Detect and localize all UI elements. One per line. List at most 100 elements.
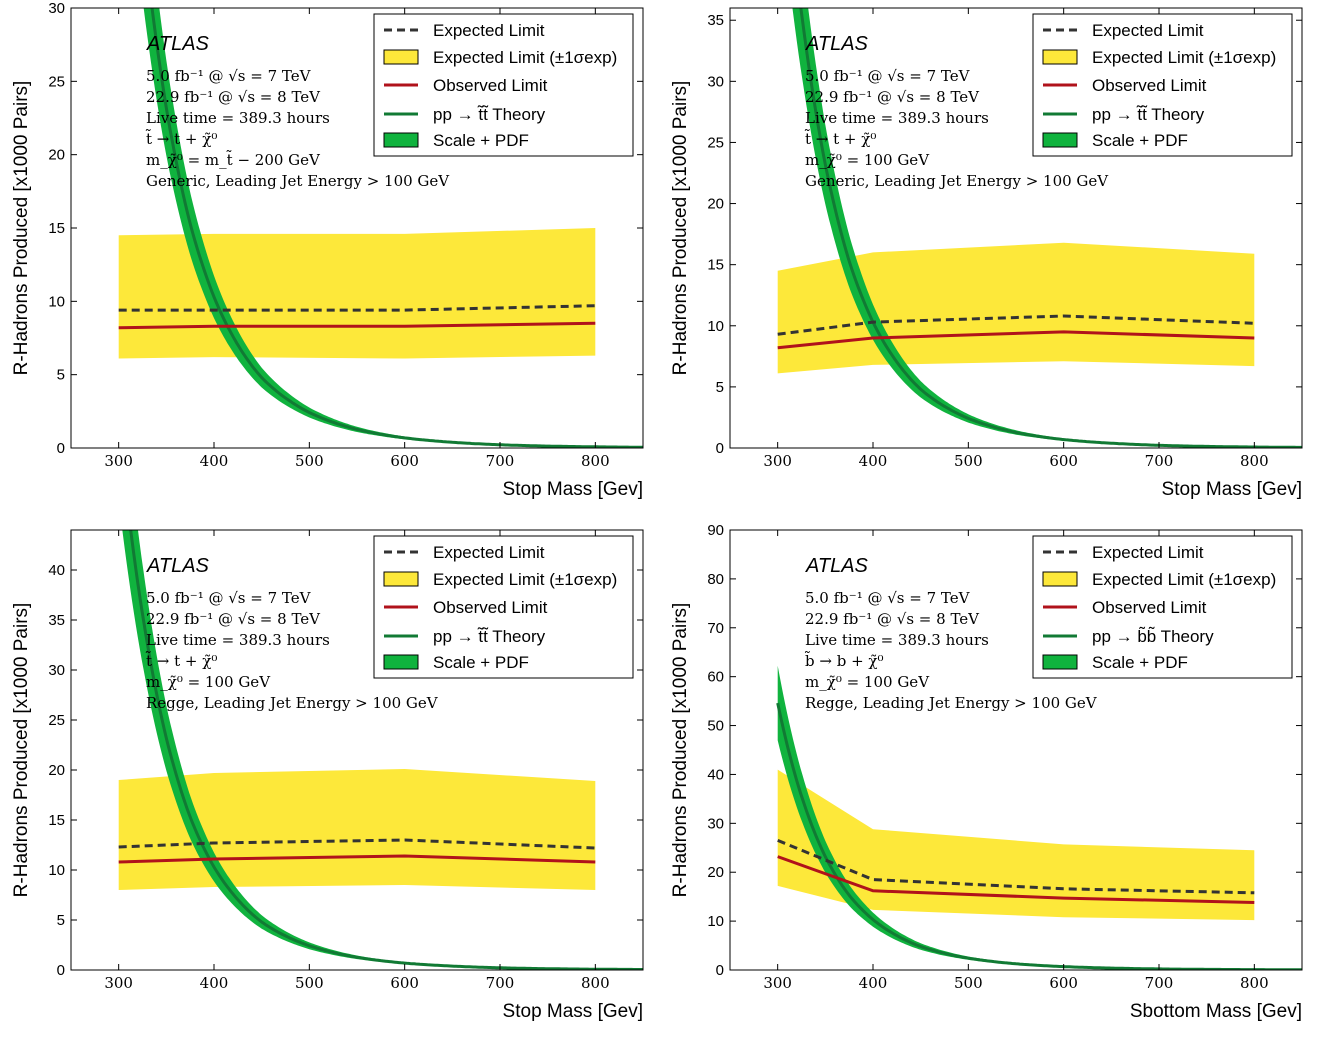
x-tick-label: 800: [581, 974, 610, 992]
legend-theory-band-swatch: [383, 132, 419, 148]
chart-panel-bottom-left: 300 400 500 600 700 800 0 5 10 15 20 25 30 35 40 Stop M…: [0, 522, 665, 1037]
info-line: Generic, Leading Jet Energy > 100 GeV: [146, 172, 450, 190]
x-tick-label: 800: [1240, 974, 1269, 992]
plot-area: [118, 530, 643, 970]
y-tick-label: 15: [48, 812, 65, 829]
legend-entry-label: pp → t̃t̃ Theory: [1092, 105, 1205, 124]
y-tick-label: 0: [57, 440, 65, 457]
x-tick-label: 700: [1145, 452, 1174, 470]
legend-entry-label: Expected Limit: [1092, 21, 1204, 40]
legend-entry-label: Observed Limit: [433, 76, 548, 95]
legend-entry-label: Observed Limit: [433, 598, 548, 617]
plot-frame: [729, 7, 1303, 449]
expected-line: [777, 839, 1255, 895]
y-tick-label: 30: [48, 662, 65, 679]
info-line: Live time = 389.3 hours: [146, 109, 330, 127]
x-tick-label: 700: [486, 452, 515, 470]
legend-entry-label: Scale + PDF: [433, 653, 529, 672]
x-axis-label: Sbottom Mass [Gev]: [1130, 1001, 1302, 1022]
x-tick-label: 400: [859, 974, 888, 992]
info-line: Regge, Leading Jet Energy > 100 GeV: [805, 694, 1098, 712]
chart-svg: 300 400 500 600 700 800 0 5 10 15 20 25 30 35 Stop Mas…: [670, 7, 1303, 500]
y-tick-label: 25: [707, 134, 724, 151]
info-line: t̃ → t + χ̃⁰: [145, 129, 217, 148]
y-tick-label: 20: [707, 196, 724, 213]
atlas-label: ATLAS: [146, 555, 210, 577]
y-tick-label: 35: [707, 12, 724, 29]
legend-entry-label: Expected Limit (±1σexp): [1092, 570, 1276, 589]
info-line: 22.9 fb⁻¹ @ √s = 8 TeV: [805, 88, 980, 106]
theory-line: [799, 8, 1302, 448]
y-tick-label: 5: [57, 912, 65, 929]
y-tick-label: 0: [716, 440, 724, 457]
chart-svg: 300 400 500 600 700 800 0 5 10 15 20 25 30 35 40 Stop M…: [11, 529, 644, 1022]
chart-svg: 300 400 500 600 700 800 0 5 10 15 20 25 30 Stop Mass …: [11, 0, 644, 500]
x-axis-label: Stop Mass [Gev]: [503, 479, 643, 500]
legend-entry-label: pp → t̃t̃ Theory: [433, 627, 546, 646]
legend-entry-label: pp → b̃b̃ Theory: [1092, 626, 1214, 646]
atlas-label: ATLAS: [805, 33, 869, 55]
plot-frame: [729, 529, 1303, 971]
x-axis-label: Stop Mass [Gev]: [503, 1001, 643, 1022]
legend-band-swatch: [383, 571, 419, 587]
info-line: 22.9 fb⁻¹ @ √s = 8 TeV: [805, 610, 980, 628]
y-tick-label: 40: [707, 766, 724, 783]
observed-line: [118, 321, 596, 330]
x-tick-label: 600: [390, 452, 419, 470]
theory-line: [776, 702, 1302, 970]
legend-entry-label: Expected Limit: [433, 21, 545, 40]
x-tick-label: 300: [763, 452, 792, 470]
x-tick-label: 500: [295, 974, 324, 992]
legend-entry-label: Expected Limit (±1σexp): [1092, 48, 1276, 67]
expected-line: [777, 314, 1255, 336]
x-tick-label: 300: [104, 452, 133, 470]
y-tick-label: 15: [707, 257, 724, 274]
legend-theory-band-swatch: [1042, 132, 1078, 148]
x-tick-label: 600: [1049, 452, 1078, 470]
info-line: m_χ̃⁰ = 100 GeV: [146, 673, 271, 691]
expected-line: [118, 838, 596, 850]
info-line: m_χ̃⁰ = 100 GeV: [805, 151, 930, 169]
info-line: Generic, Leading Jet Energy > 100 GeV: [805, 172, 1109, 190]
y-tick-label: 40: [48, 562, 65, 579]
legend-entry-label: Expected Limit: [433, 543, 545, 562]
x-tick-label: 700: [486, 974, 515, 992]
info-line: t̃ → t + χ̃⁰: [145, 651, 217, 670]
legend-entry-label: Scale + PDF: [433, 131, 529, 150]
legend-theory-band-swatch: [383, 654, 419, 670]
y-tick-label: 25: [48, 712, 65, 729]
y-tick-label: 35: [48, 612, 65, 629]
plot-area: [118, 8, 643, 448]
y-tick-label: 15: [48, 220, 65, 237]
info-line: 5.0 fb⁻¹ @ √s = 7 TeV: [146, 67, 312, 85]
chart-panel-top-left: 300 400 500 600 700 800 0 5 10 15 20 25 30 Stop Mass …: [0, 0, 665, 515]
y-tick-label: 0: [57, 962, 65, 979]
x-tick-label: 800: [1240, 452, 1269, 470]
chart-svg: 300 400 500 600 700 800 0 10 20 30 40 50 60 70 80 90 Sbo…: [670, 522, 1303, 1022]
x-tick-label: 300: [763, 974, 792, 992]
x-tick-label: 800: [581, 452, 610, 470]
x-tick-label: 700: [1145, 974, 1174, 992]
y-tick-label: 30: [707, 815, 724, 832]
theory-line: [129, 530, 643, 970]
info-line: b̃ → b + χ̃⁰: [804, 651, 883, 670]
plot-area: [777, 8, 1302, 448]
y-tick-label: 70: [707, 620, 724, 637]
info-line: 5.0 fb⁻¹ @ √s = 7 TeV: [805, 589, 971, 607]
info-line: Live time = 389.3 hours: [805, 631, 989, 649]
atlas-label: ATLAS: [146, 33, 210, 55]
legend-entry-label: Scale + PDF: [1092, 131, 1188, 150]
legend-band-swatch: [1042, 49, 1078, 65]
y-axis-label: R-Hadrons Produced [x1000 Pairs]: [11, 81, 32, 376]
info-line: 5.0 fb⁻¹ @ √s = 7 TeV: [146, 589, 312, 607]
info-line: 22.9 fb⁻¹ @ √s = 8 TeV: [146, 88, 321, 106]
legend-band-swatch: [1042, 571, 1078, 587]
plot-area: [776, 665, 1302, 970]
theory-line: [150, 8, 643, 448]
y-tick-label: 0: [716, 962, 724, 979]
chart-panel-top-right: 300 400 500 600 700 800 0 5 10 15 20 25 30 35 Stop Mas…: [659, 0, 1324, 515]
y-tick-label: 5: [57, 367, 65, 384]
info-line: 5.0 fb⁻¹ @ √s = 7 TeV: [805, 67, 971, 85]
y-tick-label: 25: [48, 73, 65, 90]
legend-entry-label: Observed Limit: [1092, 598, 1207, 617]
